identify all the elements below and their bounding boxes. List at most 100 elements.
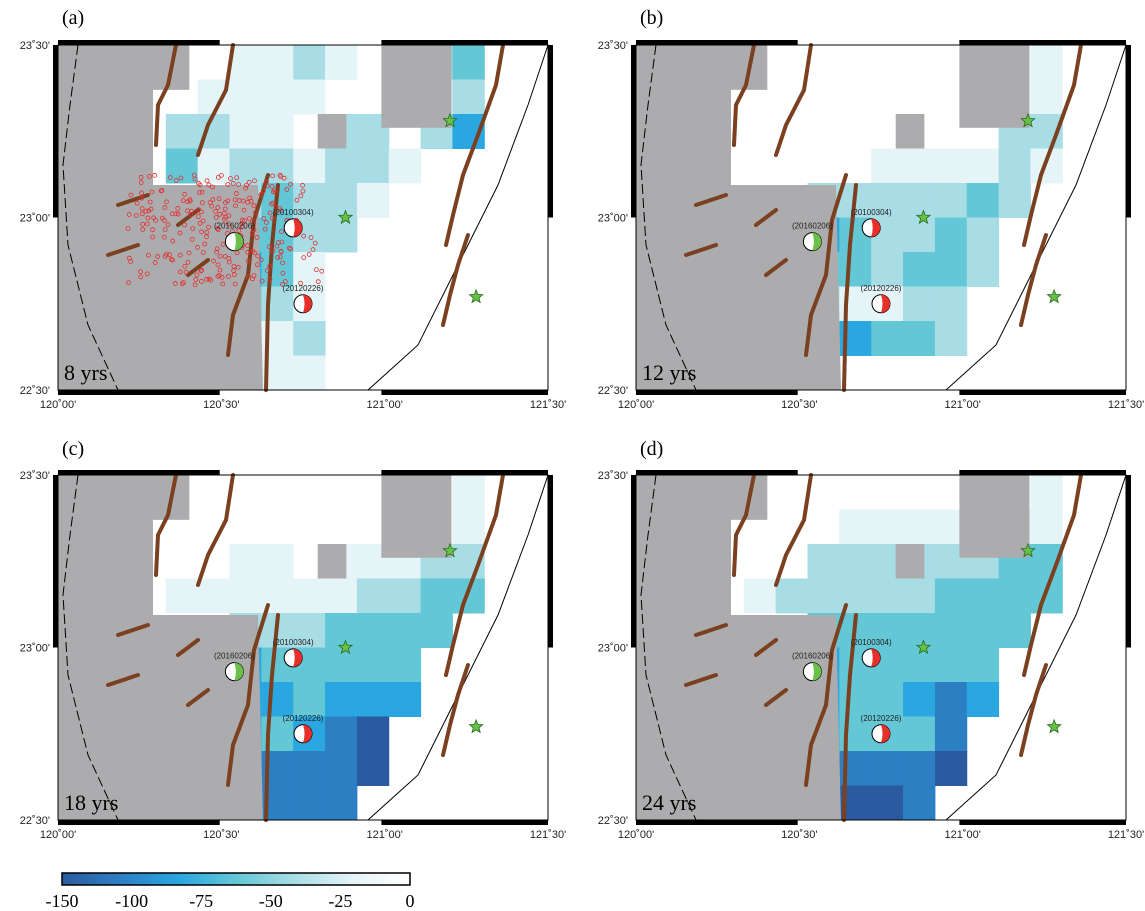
x-tick-label: 121˚00': [944, 399, 980, 411]
beachball-quadrant: [871, 218, 881, 237]
seismicity-dot: [269, 184, 275, 189]
seismicity-dot: [185, 259, 191, 265]
seismicity-dot: [206, 224, 211, 230]
fault-line: [764, 688, 788, 707]
seismicity-dot: [250, 248, 256, 254]
seismicity-dot: [164, 199, 169, 205]
fault-line: [441, 663, 470, 757]
seismicity-dot: [255, 253, 261, 259]
heatmap-cell: [452, 45, 485, 80]
seismicity-dot: [313, 267, 319, 273]
seismicity-dot: [167, 175, 173, 180]
frame-bar: [548, 45, 553, 218]
station-star-icon: [442, 542, 458, 558]
seismicity-dot: [128, 192, 134, 198]
seismicity-dot: [255, 262, 260, 268]
station-star-icon: [915, 639, 932, 655]
seismicity-dot: [146, 208, 152, 214]
seismicity-dot: [319, 268, 325, 274]
station-star-icon: [915, 209, 932, 225]
heatmap-cell: [934, 252, 968, 287]
seismicity-dot: [243, 185, 249, 191]
seismicity-dot: [139, 206, 145, 211]
beachball-quadrant: [293, 648, 303, 667]
y-tick-label: 23˚30': [598, 40, 628, 52]
fault-line: [441, 233, 470, 327]
seismicity-dot: [264, 179, 269, 185]
station-star-icon: [337, 209, 354, 225]
seismicity-dot: [246, 274, 252, 280]
heatmap-cell: [839, 544, 872, 579]
heatmap-cell: [839, 252, 872, 287]
heatmap-cell: [229, 79, 262, 115]
station-star-icon: [468, 288, 484, 304]
heatmap-cell: [388, 148, 422, 184]
seismicity-dot: [192, 282, 198, 288]
seismicity-dot: [267, 244, 272, 250]
seismicity-dot: [294, 197, 300, 203]
seismicity-dot: [196, 180, 201, 186]
heatmap-cell: [871, 682, 904, 717]
heatmap-cell: [807, 578, 840, 614]
fault-line: [154, 473, 178, 577]
beachball-quadrant: [812, 662, 822, 681]
seismicity-dot: [264, 220, 269, 225]
heatmap-cell: [293, 751, 326, 786]
station-star-icon: [442, 112, 458, 128]
heatmap-cell: [452, 79, 485, 115]
heatmap-cell: [165, 578, 199, 614]
station-star-icon: [1046, 288, 1062, 304]
heatmap-cell: [903, 148, 936, 184]
x-tick-label: 121˚30': [530, 399, 566, 411]
fault-line: [804, 603, 848, 787]
heatmap-cell: [356, 578, 390, 614]
seismicity-dot: [185, 199, 191, 205]
heatmap-cell: [966, 647, 1000, 683]
seismicity-dot: [298, 193, 304, 199]
seismicity-dot: [275, 255, 280, 260]
beachball-icon: [224, 232, 244, 252]
colorbar-tick-label: 0: [406, 891, 415, 911]
seismicity-dot: [278, 208, 284, 214]
heatmap-cell: [1030, 578, 1063, 614]
seismicity-dot: [125, 226, 131, 231]
seismicity-dot: [179, 281, 185, 287]
seismicity-dot: [200, 250, 206, 255]
seismicity-dot: [273, 205, 279, 210]
seismicity-dot: [207, 200, 213, 205]
duration-label: 24 yrs: [642, 790, 696, 815]
frame-bar: [1126, 45, 1131, 218]
frame-bar: [636, 820, 798, 825]
x-tick-label: 120˚30': [203, 829, 239, 841]
nodata-block: [959, 475, 1030, 558]
x-tick-label: 120˚00': [618, 829, 654, 841]
heatmap-cell: [966, 148, 1000, 184]
x-tick-label: 120˚00': [618, 399, 654, 411]
fault-line: [684, 673, 718, 687]
fault-line: [186, 688, 210, 707]
seismicity-dot: [147, 199, 153, 205]
seismicity-dot: [277, 172, 283, 178]
beachball-quadrant: [303, 724, 312, 743]
seismicity-dot: [239, 224, 245, 229]
heatmap-cell: [998, 148, 1031, 184]
land-mask: [58, 475, 263, 820]
fault-line: [1022, 43, 1083, 247]
seismicity-dot: [222, 253, 228, 259]
seismicity-dot: [196, 190, 202, 195]
seismicity-dot: [161, 234, 167, 240]
seismicity-dot: [214, 249, 220, 255]
frame-bar: [636, 40, 798, 45]
seismicity-dot: [282, 279, 288, 284]
seismicity-dot: [232, 197, 238, 203]
fault-line: [176, 638, 200, 657]
seismicity-dot: [231, 263, 237, 269]
land-mask: [636, 475, 841, 820]
heatmap-cell: [934, 148, 968, 184]
nodata-block: [895, 114, 925, 149]
seismicity-dot: [226, 256, 232, 261]
heatmap-cell: [903, 578, 936, 614]
frame-bar: [631, 475, 636, 648]
seismicity-dot: [228, 176, 233, 181]
y-tick-label: 23˚30': [598, 470, 628, 482]
